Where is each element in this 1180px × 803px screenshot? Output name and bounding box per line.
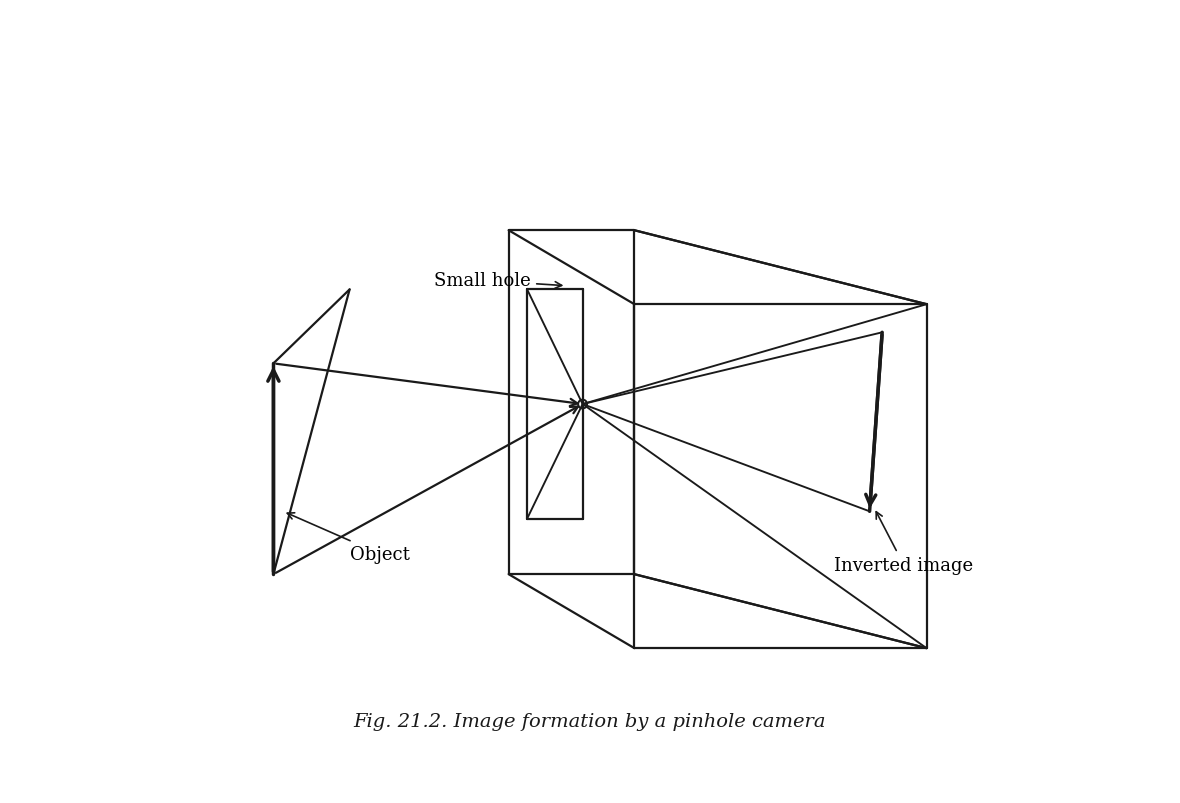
Text: Object: Object [287,513,409,563]
Text: Small hole: Small hole [434,272,562,290]
Text: Fig. 21.2. Image formation by a pinhole camera: Fig. 21.2. Image formation by a pinhole … [354,711,826,730]
Text: Inverted image: Inverted image [834,512,974,574]
